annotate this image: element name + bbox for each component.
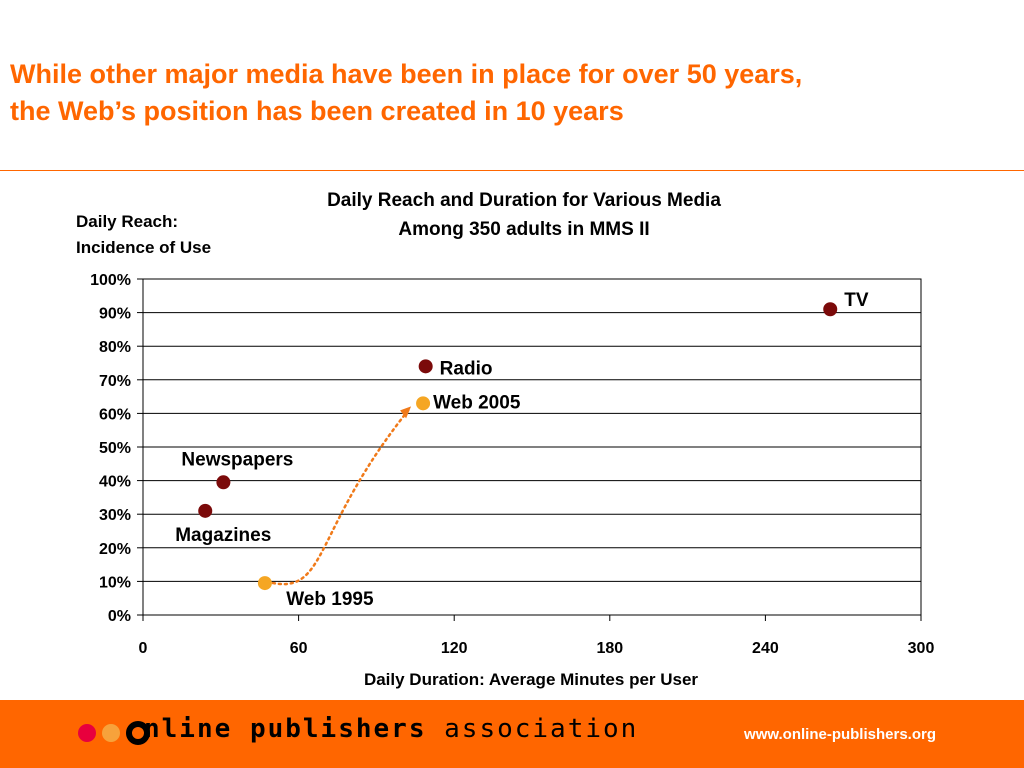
y-axis-label-line-1: Daily Reach: (76, 212, 179, 231)
y-tick-label: 40% (99, 474, 131, 491)
slide-headline: While other major media have been in pla… (10, 56, 1020, 130)
logo-word-online: nline (144, 714, 233, 744)
point-web-2005 (416, 396, 431, 411)
y-tick-label: 90% (99, 306, 131, 323)
y-tick-label: 80% (99, 339, 131, 356)
headline-line-2: the Web’s position has been created in 1… (10, 96, 624, 126)
y-tick-label: 100% (90, 272, 131, 289)
growth-arrow-head (400, 406, 412, 419)
y-axis-label: Daily Reach: Incidence of Use (76, 209, 211, 261)
y-tick-label: 60% (99, 406, 131, 423)
footer-url-link[interactable]: www.online-publishers.org (744, 726, 936, 743)
point-label-radio: Radio (440, 358, 493, 379)
logo-orange-dot (102, 724, 120, 742)
point-web-1995 (257, 576, 272, 591)
x-tick-label: 180 (596, 640, 623, 657)
point-label-newspapers: Newspapers (181, 449, 293, 470)
logo-red-dot (78, 724, 96, 742)
x-tick-label: 60 (290, 640, 308, 657)
opa-logo-text: nline publishers association (144, 714, 638, 744)
y-tick-label: 70% (99, 373, 131, 390)
y-tick-label: 20% (99, 541, 131, 558)
point-radio (418, 359, 433, 374)
scatter-chart: 0% 10% 20% 30% 40% 50% 60% 70% 80% 90% 100% 0 60 120 1… (90, 272, 935, 689)
x-tick-label: 0 (139, 640, 148, 657)
logo-word-publishers: publishers (249, 714, 427, 744)
point-label-tv: TV (844, 290, 869, 311)
chart-subtitle: Among 350 adults in MMS II (398, 219, 650, 240)
y-tick-label: 30% (99, 507, 131, 524)
y-tick-label: 50% (99, 440, 131, 457)
x-tick-label: 240 (752, 640, 779, 657)
x-tick-label: 120 (441, 640, 468, 657)
y-tick-label: 0% (108, 608, 131, 625)
point-magazines (198, 503, 213, 518)
point-label-magazines: Magazines (175, 525, 271, 546)
y-tick-label: 10% (99, 574, 131, 591)
x-axis-label: Daily Duration: Average Minutes per User (364, 670, 698, 689)
point-label-web-2005: Web 2005 (433, 392, 521, 413)
point-tv (823, 302, 838, 317)
chart-title-block: Daily Reach and Duration for Various Med… (240, 186, 808, 244)
growth-arrow-line (271, 408, 411, 586)
logo-word-association: association (444, 714, 639, 744)
point-label-web-1995: Web 1995 (286, 589, 374, 610)
point-newspapers (216, 475, 231, 490)
footer-bar (0, 700, 1024, 768)
chart-title: Daily Reach and Duration for Various Med… (327, 190, 721, 211)
y-axis-label-line-2: Incidence of Use (76, 238, 212, 257)
headline-line-1: While other major media have been in pla… (10, 59, 803, 89)
logo-o-ring (126, 721, 150, 745)
x-tick-label: 300 (908, 640, 935, 657)
header-divider (0, 170, 1024, 171)
